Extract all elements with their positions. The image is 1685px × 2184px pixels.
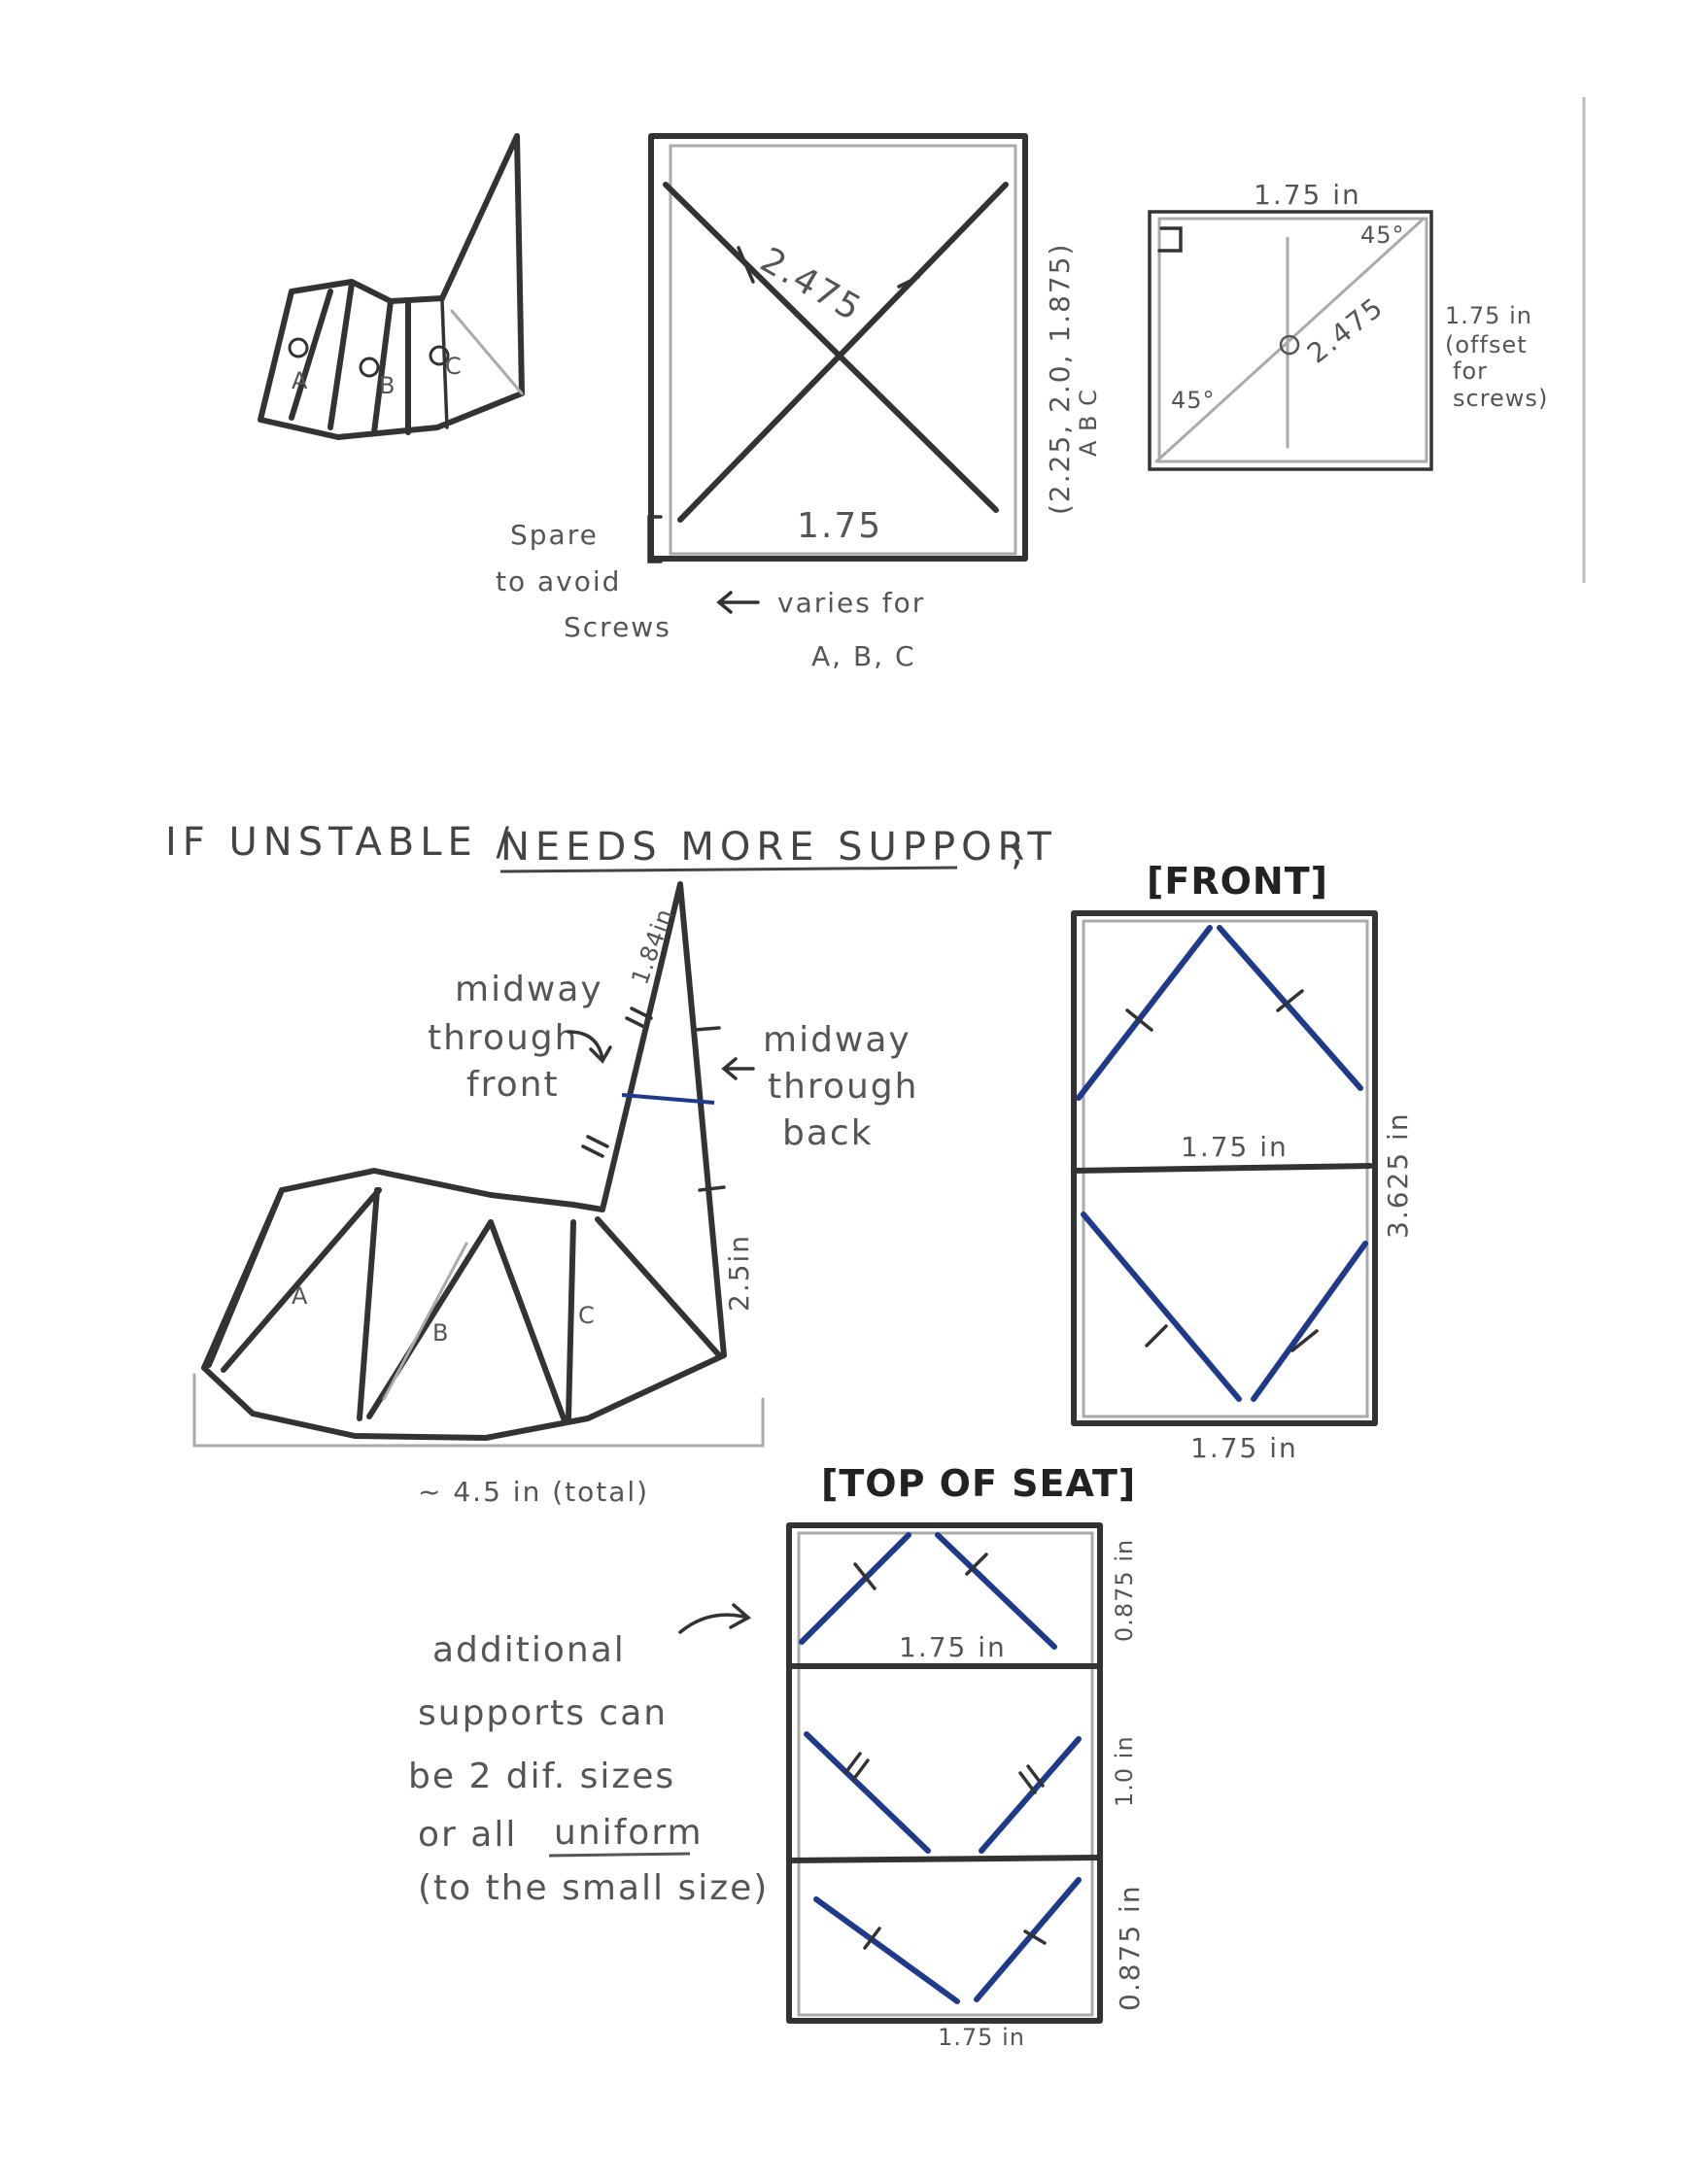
- front-view-bottom-label: 1.75 in: [1190, 1432, 1298, 1464]
- note-line-4: or all: [418, 1815, 517, 1855]
- rect-side-letters: A B C: [1075, 389, 1102, 457]
- front-view-mid-label: 1.75 in: [1181, 1131, 1289, 1163]
- small-chair-label-b: B: [379, 372, 395, 399]
- top-of-seat-diagram: [TOP OF SEAT] 1.75 in 0.875 in 1.0 in 0.…: [786, 1462, 1146, 2051]
- square-note-line4: screws): [1453, 385, 1548, 412]
- note-line-5: (to the small size): [418, 1868, 769, 1908]
- note-line-2: supports can: [418, 1693, 668, 1733]
- midway-back-line2: through: [768, 1067, 918, 1107]
- heading-underlined: NEEDS MORE SUPPORT: [500, 825, 1057, 870]
- chair-total-width: ~ 4.5 in (total): [418, 1476, 649, 1508]
- note-line-3: be 2 dif. sizes: [408, 1757, 675, 1796]
- front-view-title: [FRONT]: [1147, 860, 1328, 903]
- rect-width-label: 1.75: [797, 506, 882, 546]
- note-uniform: uniform: [554, 1813, 704, 1853]
- midway-front-line1: midway: [455, 970, 603, 1009]
- small-chair-label-c: C: [445, 353, 463, 380]
- top-of-seat-bottom-label: 1.75 in: [938, 2024, 1025, 2051]
- varies-note-line2: A, B, C: [811, 640, 916, 672]
- midway-front-line3: front: [466, 1065, 560, 1105]
- chair-label-a: A: [292, 1282, 308, 1310]
- section-heading: IF UNSTABLE / NEEDS MORE SUPPORT ;: [165, 820, 1057, 874]
- square-note-line3: for: [1453, 358, 1488, 385]
- small-chair-sketch: A B C: [258, 133, 525, 440]
- midway-back-line1: midway: [763, 1020, 911, 1060]
- square-top-label: 1.75 in: [1254, 179, 1361, 211]
- heading-suffix: ;: [1011, 830, 1029, 874]
- chair-label-c: C: [578, 1302, 596, 1329]
- front-view-side-label: 3.625 in: [1382, 1111, 1414, 1239]
- top-of-seat-side-1: 0.875 in: [1111, 1539, 1138, 1642]
- varies-note-line1: varies for: [777, 587, 925, 619]
- square-note-line1: 1.75 in: [1445, 302, 1532, 329]
- front-view-diagram: [FRONT] 1.75 in 3.625 in 1.75 in: [1071, 860, 1414, 1464]
- heading-prefix: IF UNSTABLE /: [165, 820, 515, 865]
- top-of-seat-side-3: 0.875 in: [1114, 1884, 1146, 2011]
- square-angle-top: 45°: [1360, 222, 1405, 249]
- chair-height-dim: 2.5in: [723, 1234, 755, 1312]
- midway-front-line2: through: [428, 1018, 578, 1058]
- top-of-seat-title: [TOP OF SEAT]: [821, 1462, 1136, 1505]
- note-line-1: additional: [432, 1630, 626, 1670]
- top-of-seat-section-label: 1.75 in: [899, 1631, 1007, 1663]
- top-of-seat-side-2: 1.0 in: [1111, 1735, 1138, 1807]
- spare-note-line3: Screws: [564, 611, 671, 643]
- spare-note-line1: Spare: [510, 519, 599, 551]
- spare-note-line2: to avoid: [496, 565, 621, 597]
- midway-back-line3: back: [782, 1113, 874, 1153]
- square-angle-bottom: 45°: [1171, 387, 1216, 414]
- support-notes: additional supports can be 2 dif. sizes …: [408, 1603, 769, 1908]
- square-note-line2: (offset: [1445, 331, 1528, 358]
- chair-label-b: B: [432, 1319, 449, 1347]
- rect-side-dims: (2.25, 2.0, 1.875): [1044, 243, 1076, 515]
- small-chair-label-a: A: [292, 367, 308, 394]
- square-diagram: 1.75 in 45° 45° 2.475 1.75 in (offset fo…: [1148, 179, 1548, 471]
